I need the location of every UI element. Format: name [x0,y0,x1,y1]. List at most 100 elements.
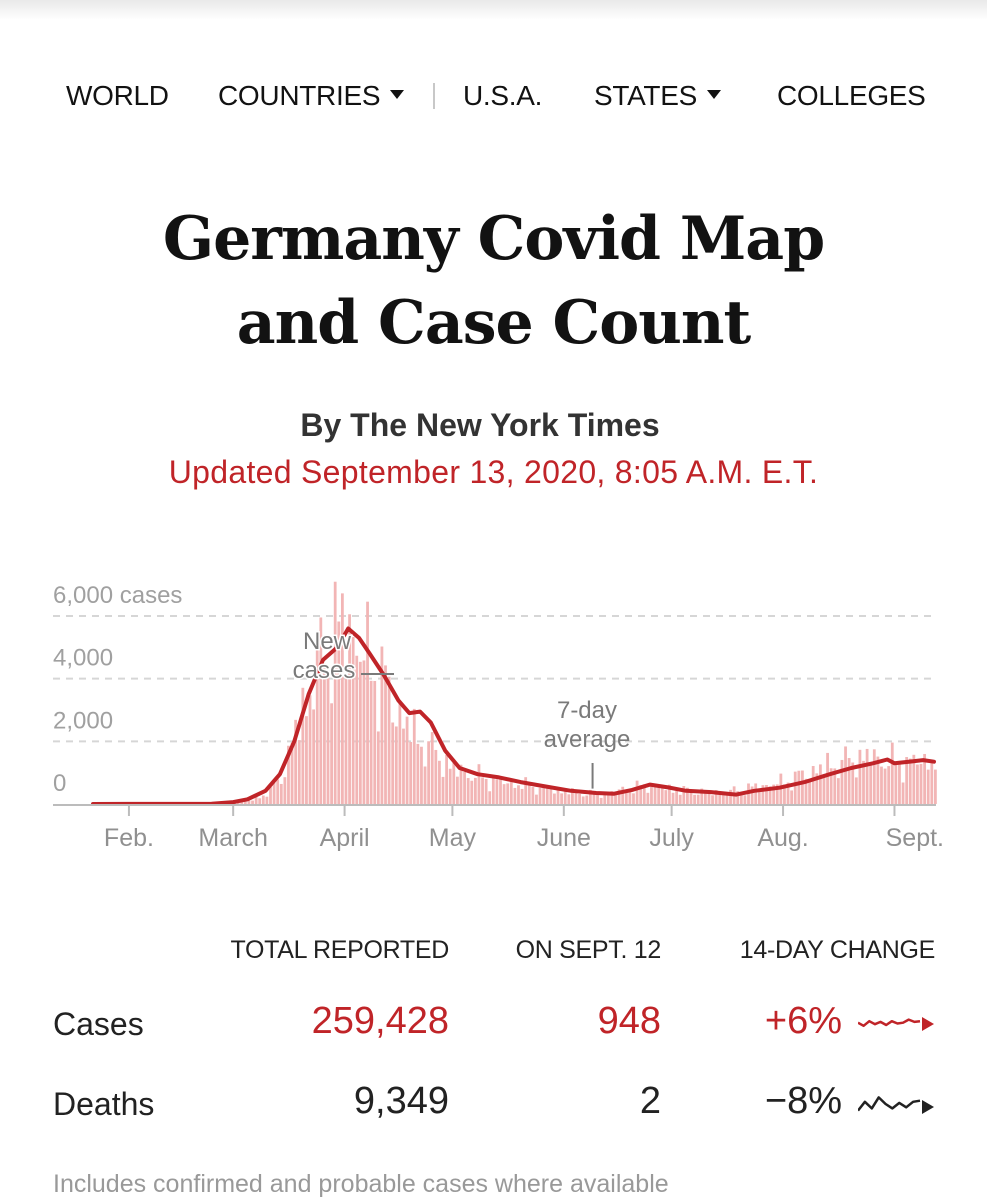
daily-case-bar [297,740,301,804]
daily-case-bar [804,778,808,804]
nav-world[interactable]: WORLD [66,76,169,116]
daily-case-bar [351,636,355,804]
chart-y-labels: 6,000 cases 4,000 2,000 0 [53,582,182,797]
daily-case-bar [398,703,402,804]
daily-case-bar [261,795,265,804]
daily-case-bar [538,787,542,804]
daily-case-bar [854,777,858,804]
daily-case-bar [880,766,883,804]
daily-case-bar [247,800,251,804]
nav-countries[interactable]: COUNTRIES [218,76,405,116]
daily-case-bar [844,746,847,804]
stats-table: TOTAL REPORTED ON SEPT. 12 14-DAY CHANGE… [0,930,987,1130]
x-tick-label: April [320,824,370,852]
nav-colleges[interactable]: COLLEGES [777,76,926,116]
daily-case-bar [319,617,323,804]
daily-case-bar [822,773,826,804]
x-tick-label: Feb. [104,824,154,852]
daily-case-bar [560,793,564,804]
daily-case-bar [707,789,711,804]
daily-case-bar [869,765,873,804]
annotation-average-line1: 7-day [557,697,617,724]
daily-case-bar [430,732,434,804]
cases-trend-arrow-icon [858,1017,934,1031]
page-title-line1: Germany Covid Map [162,204,825,274]
daily-case-bar [635,780,639,804]
seven-day-average-line [91,626,936,806]
daily-case-bar [621,786,625,804]
daily-case-bar [445,754,448,804]
daily-case-bar [358,661,362,804]
x-tick-label: June [537,824,591,852]
daily-case-bar [790,790,794,804]
x-tick-label: March [198,824,267,852]
daily-case-bar [427,741,431,804]
row-label-deaths: Deaths [53,1086,155,1122]
daily-case-bar [473,777,477,804]
daily-case-bar [276,779,280,804]
daily-case-bar [326,674,330,804]
daily-case-bar [545,787,549,804]
daily-case-bar [477,764,481,804]
daily-case-bar [833,768,837,804]
nav-usa[interactable]: U.S.A. [463,76,542,116]
nav-states[interactable]: STATES [594,76,721,116]
daily-case-bar [714,790,718,804]
footnote: Includes confirmed and probable cases wh… [53,1170,669,1198]
daily-case-bar [797,770,801,804]
daily-case-bar [340,593,344,804]
daily-case-bar [269,786,272,804]
updated-timestamp: Updated September 13, 2020, 8:05 A.M. E.… [168,454,819,490]
row-label-cases: Cases [53,1006,144,1042]
daily-case-bar [571,788,574,804]
daily-case-bar [743,795,747,804]
daily-case-bar [815,773,819,804]
nav-countries-label: COUNTRIES [218,80,381,111]
daily-case-bar [416,743,420,804]
section-nav: WORLD COUNTRIES U.S.A. STATES COLLEGES [0,76,987,116]
daily-case-bar [470,780,474,804]
daily-case-bar [657,786,661,804]
daily-case-bar [632,793,635,804]
daily-case-bar [301,687,305,804]
daily-case-bar [315,648,319,804]
byline: By The New York Times [300,407,660,443]
daily-case-bar [754,783,758,804]
daily-case-bar [765,784,768,804]
daily-case-bar [459,764,463,804]
daily-case-bar [438,760,441,804]
daily-case-bar [251,800,254,804]
daily-case-bar [851,762,855,804]
deaths-on-day: 2 [639,1080,661,1122]
daily-case-bar [495,779,499,804]
top-shadow [0,0,987,20]
daily-case-bar [829,768,833,804]
daily-case-bar [808,778,811,804]
daily-case-bar [405,716,409,804]
daily-case-bar [908,758,912,804]
daily-case-bar [373,680,377,804]
daily-case-bar [617,789,621,804]
daily-case-bar [783,784,786,804]
daily-case-bar [898,762,901,804]
daily-case-bar [581,796,585,804]
daily-case-bar [574,790,578,804]
y-tick-label: 4,000 [53,645,113,672]
x-tick-label: May [429,824,477,852]
daily-case-bar [452,763,456,804]
daily-case-bar [811,766,815,804]
daily-case-bar [441,776,445,804]
deaths-total: 9,349 [353,1080,449,1122]
daily-case-bar [258,798,262,804]
daily-case-bar [696,794,700,804]
daily-case-bar [553,793,556,804]
daily-case-bar [563,790,567,804]
daily-case-bar [294,719,298,804]
daily-case-bar [535,794,538,804]
daily-case-bar [531,787,535,804]
daily-case-bar [402,728,405,804]
daily-case-bar [729,789,732,804]
nav-colleges-label: COLLEGES [777,80,926,111]
daily-case-bar [840,759,844,804]
daily-case-bar [624,792,628,804]
